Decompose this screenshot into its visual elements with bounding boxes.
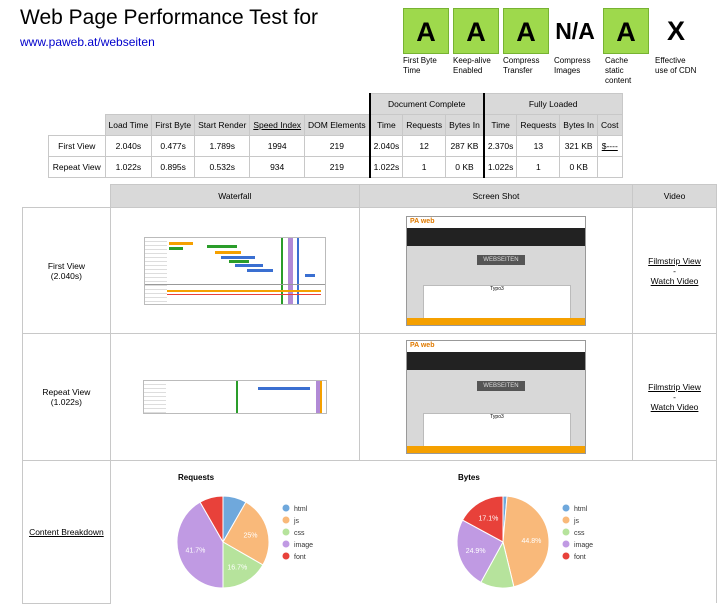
- grade-label-compress-images: Compress Images: [554, 56, 591, 75]
- grade-keep-alive[interactable]: A: [453, 8, 499, 54]
- pie-title: Requests: [178, 473, 215, 482]
- grade-label-compress-transfer: Compress Transfer: [503, 56, 540, 75]
- legend-swatch: [282, 540, 290, 548]
- legend-entry: font: [294, 554, 306, 561]
- tested-url-link[interactable]: www.paweb.at/webseiten: [20, 35, 155, 49]
- table-row: First View 2.040s 0.477s 1.789s 1994 219…: [48, 135, 623, 157]
- pie-slice-image: [456, 519, 504, 583]
- results-table: Waterfall Screen Shot Video First View (…: [22, 184, 717, 604]
- pie-slice-label: 25%: [243, 533, 257, 540]
- requests-pie-chart: Requests 25% 16.7% 41.7% html js css image font: [176, 473, 313, 589]
- legend-swatch: [562, 540, 570, 548]
- legend-swatch: [282, 528, 290, 536]
- grade-label-first-byte: First Byte Time: [403, 56, 437, 75]
- watch-video-link[interactable]: Watch Video: [650, 275, 699, 286]
- legend-entry: css: [294, 530, 305, 537]
- legend-entry: js: [573, 518, 580, 525]
- legend-swatch: [562, 504, 570, 512]
- pie-slice-js: [502, 495, 550, 588]
- pie-slice-font: [461, 495, 504, 543]
- row-label: Repeat View: [48, 156, 106, 178]
- pie-title: Bytes: [458, 473, 480, 482]
- waterfall-thumbnail[interactable]: [142, 380, 327, 414]
- filmstrip-view-link[interactable]: Filmstrip View: [648, 382, 701, 392]
- legend-entry: html: [574, 506, 588, 513]
- col-dom-elements: DOM Elements: [304, 114, 371, 136]
- legend-swatch: [562, 528, 570, 536]
- col-cost: Cost: [597, 114, 623, 136]
- bytes-pie-chart: Bytes 44.8% 24.9% 17.1% html js css image font: [456, 473, 593, 589]
- grade-first-byte[interactable]: A: [403, 8, 449, 54]
- screenshot-thumbnail[interactable]: PA web WEBSEITEN Typo3: [405, 340, 586, 454]
- repeat-view-row: Repeat View (1.022s) PA web WEBSEITEN Ty…: [22, 333, 717, 461]
- pie-slice-js: [222, 501, 270, 566]
- col-full-time: Time: [482, 114, 518, 136]
- pie-slice-label: 17.1%: [478, 515, 498, 522]
- pie-slice-label: 16.7%: [227, 565, 247, 572]
- watch-video-link[interactable]: Watch Video: [650, 402, 699, 412]
- col-doc-bytes: Bytes In: [445, 114, 485, 136]
- page-title: Web Page Performance Test for: [20, 6, 319, 29]
- pie-slice-css: [222, 541, 264, 589]
- content-breakdown-row: Content Breakdown Requests 25% 16.7% 41.7% h…: [22, 460, 717, 604]
- col-full-bytes: Bytes In: [559, 114, 599, 136]
- col-speed-index[interactable]: Speed Index: [249, 114, 306, 136]
- col-doc-requests: Requests: [402, 114, 447, 136]
- waterfall-repeat-view[interactable]: [109, 333, 360, 461]
- video-repeat-view: Filmstrip View - Watch Video: [632, 333, 717, 461]
- group-document-complete: Document Complete: [368, 93, 485, 115]
- col-first-byte: First Byte: [151, 114, 196, 136]
- summary-table: Document Complete Fully Loaded Load Time…: [48, 93, 623, 178]
- pie-slice-label: 41.7%: [185, 547, 205, 554]
- legend-entry: font: [574, 554, 586, 561]
- legend-entry: image: [574, 542, 593, 549]
- row-label: First View: [48, 135, 106, 157]
- pie-slice-label: 44.8%: [521, 538, 541, 545]
- grade-label-cdn: Effective use of CDN: [655, 56, 697, 75]
- legend-entry: js: [293, 518, 300, 525]
- pie-slice-image: [176, 501, 224, 589]
- repeat-view-cell: Repeat View (1.022s): [22, 333, 111, 461]
- waterfall-thumbnail[interactable]: [143, 236, 326, 305]
- grade-cache-static[interactable]: A: [603, 8, 649, 54]
- legend-entry: css: [574, 530, 585, 537]
- grade-label-cache-static: Cache static content: [605, 56, 632, 85]
- content-breakdown-link[interactable]: Content Breakdown: [29, 526, 104, 537]
- cost-link[interactable]: $----: [601, 141, 618, 151]
- screenshot-first-view[interactable]: PA web WEBSEITEN Typo3: [358, 207, 634, 334]
- legend-swatch: [282, 504, 290, 512]
- filmstrip-view-link[interactable]: Filmstrip View: [648, 255, 701, 266]
- col-video: Video: [632, 184, 717, 208]
- speed-index-link[interactable]: Speed Index: [253, 120, 302, 130]
- table-row: Repeat View 1.022s 0.895s 0.532s 934 219…: [48, 156, 623, 178]
- waterfall-first-view[interactable]: [109, 207, 360, 334]
- pie-slice-font: [199, 495, 224, 544]
- col-full-requests: Requests: [516, 114, 561, 136]
- group-fully-loaded: Fully Loaded: [482, 93, 623, 115]
- screenshot-repeat-view[interactable]: PA web WEBSEITEN Typo3: [358, 333, 634, 461]
- legend-swatch: [282, 516, 290, 524]
- content-breakdown-cell: Content Breakdown: [22, 460, 111, 604]
- legend-swatch: [282, 552, 290, 560]
- grade-cdn[interactable]: X: [653, 8, 699, 54]
- first-view-cell: First View (2.040s): [22, 207, 111, 334]
- col-doc-time: Time: [368, 114, 404, 136]
- video-first-view: Filmstrip View - Watch Video: [632, 207, 717, 334]
- col-waterfall: Waterfall: [109, 184, 360, 208]
- col-start-render: Start Render: [194, 114, 251, 136]
- legend-entry: image: [294, 542, 313, 549]
- legend-swatch: [562, 516, 570, 524]
- grade-compress-images[interactable]: N/A: [552, 8, 598, 54]
- legend-entry: html: [294, 506, 308, 513]
- grade-compress-transfer[interactable]: A: [503, 8, 549, 54]
- legend-swatch: [562, 552, 570, 560]
- grade-label-keep-alive: Keep-alive Enabled: [453, 56, 491, 75]
- pie-slice-label: 24.9%: [466, 548, 486, 555]
- col-screenshot: Screen Shot: [358, 184, 634, 208]
- first-view-row: First View (2.040s): [22, 207, 717, 334]
- col-load-time: Load Time: [104, 114, 153, 136]
- screenshot-thumbnail[interactable]: PA web WEBSEITEN Typo3: [405, 215, 586, 326]
